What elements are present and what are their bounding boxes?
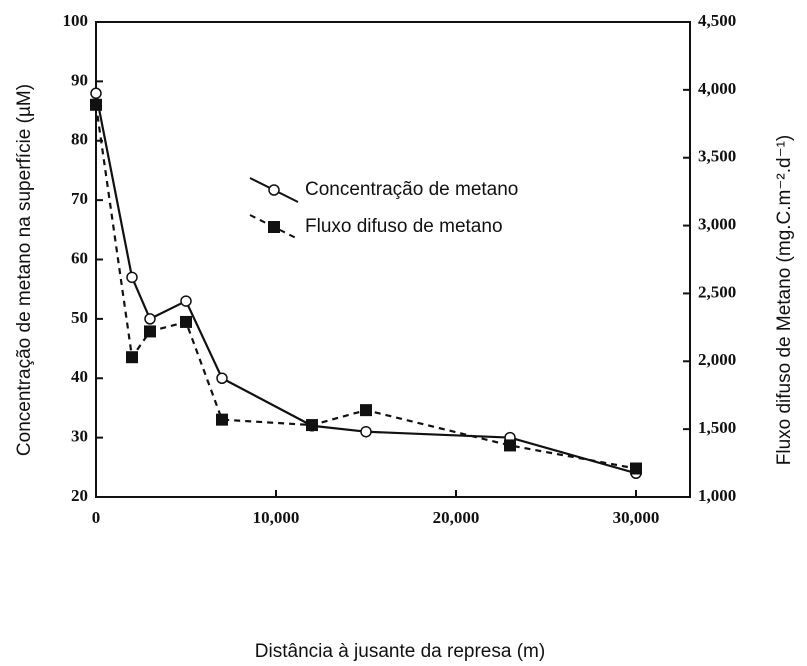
legend-marker bbox=[268, 184, 280, 196]
y-axis-label: Concentração de metano na superfície (µM… bbox=[14, 84, 35, 456]
y-tick-label: 30 bbox=[71, 427, 88, 446]
x-axis-label: Distância à jusante da represa (m) bbox=[255, 641, 545, 662]
point bbox=[360, 404, 372, 417]
point bbox=[180, 315, 192, 328]
y-tick-label: 80 bbox=[71, 130, 88, 149]
series-line bbox=[94, 93, 637, 475]
y-tick-label: 90 bbox=[71, 70, 88, 89]
point bbox=[216, 413, 228, 426]
y-tick-label: 60 bbox=[71, 248, 88, 267]
y2-axis-label: Fluxo difuso de Metano (mg.C.m⁻².d⁻¹) bbox=[774, 135, 795, 466]
plot-frame bbox=[95, 21, 691, 498]
y2-tick-label: 2,500 bbox=[698, 282, 736, 301]
x-tick-label: 0 bbox=[92, 508, 101, 527]
legend-label: Fluxo difuso de metano bbox=[305, 216, 503, 237]
legend-marker bbox=[268, 221, 280, 233]
y2-tick-label: 1,500 bbox=[698, 418, 736, 437]
point bbox=[504, 439, 516, 452]
point bbox=[144, 325, 156, 338]
y-tick-label: 40 bbox=[71, 367, 88, 386]
point bbox=[126, 351, 138, 364]
y2-tick-label: 4,500 bbox=[698, 11, 736, 30]
point bbox=[90, 98, 102, 111]
point bbox=[216, 372, 228, 384]
point bbox=[360, 425, 372, 438]
y-tick-label: 50 bbox=[71, 308, 88, 327]
y2-tick-label: 3,000 bbox=[698, 214, 736, 233]
series-line bbox=[94, 104, 637, 470]
x-tick-label: 20,000 bbox=[433, 508, 480, 527]
legend-label: Concentração de metano bbox=[305, 179, 518, 200]
y-tick-label: 70 bbox=[71, 189, 88, 208]
x-tick-label: 30,000 bbox=[613, 508, 660, 527]
point bbox=[126, 271, 138, 284]
point bbox=[180, 295, 192, 307]
point bbox=[90, 87, 102, 99]
point bbox=[306, 419, 318, 432]
x-tick-label: 10,000 bbox=[253, 508, 300, 527]
y2-tick-label: 3,500 bbox=[698, 147, 736, 166]
y2-tick-label: 2,000 bbox=[698, 350, 736, 369]
point bbox=[630, 462, 642, 475]
y-tick-label: 20 bbox=[71, 486, 88, 505]
point bbox=[144, 313, 156, 325]
y-tick-label: 100 bbox=[63, 11, 89, 30]
y2-tick-label: 4,000 bbox=[698, 79, 736, 98]
y2-tick-label: 1,000 bbox=[698, 486, 736, 505]
